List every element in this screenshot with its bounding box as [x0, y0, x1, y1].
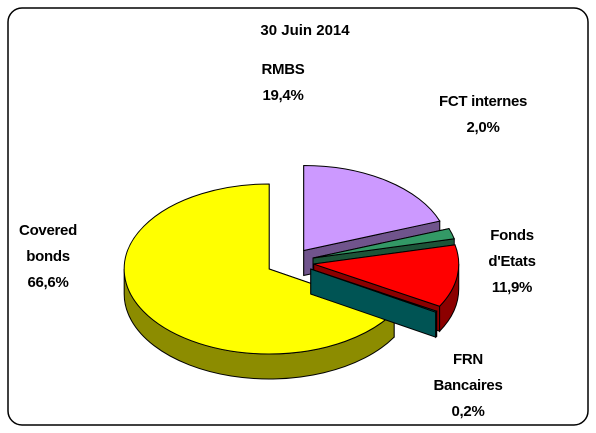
slice [123, 183, 396, 355]
slice-label: RMBS [261, 61, 305, 78]
slice [310, 268, 438, 313]
slice-wall [435, 310, 438, 339]
slice-label: Fonds d'Etats [488, 227, 536, 270]
chart-title: 30 Juin 2014 [260, 22, 350, 39]
value-label: 11,9% [491, 279, 533, 296]
slice [312, 228, 455, 259]
slice-label: FRN Bancaires [433, 351, 503, 394]
value-label: 66,6% [27, 274, 69, 291]
slice-label: FCT internes [438, 93, 528, 110]
slice [303, 164, 441, 252]
slice-label: Covered bonds [19, 222, 77, 265]
value-label: 0,2% [451, 403, 485, 420]
value-label: 19,4% [262, 87, 304, 104]
value-label: 2,0% [466, 119, 500, 136]
slice [313, 244, 460, 307]
